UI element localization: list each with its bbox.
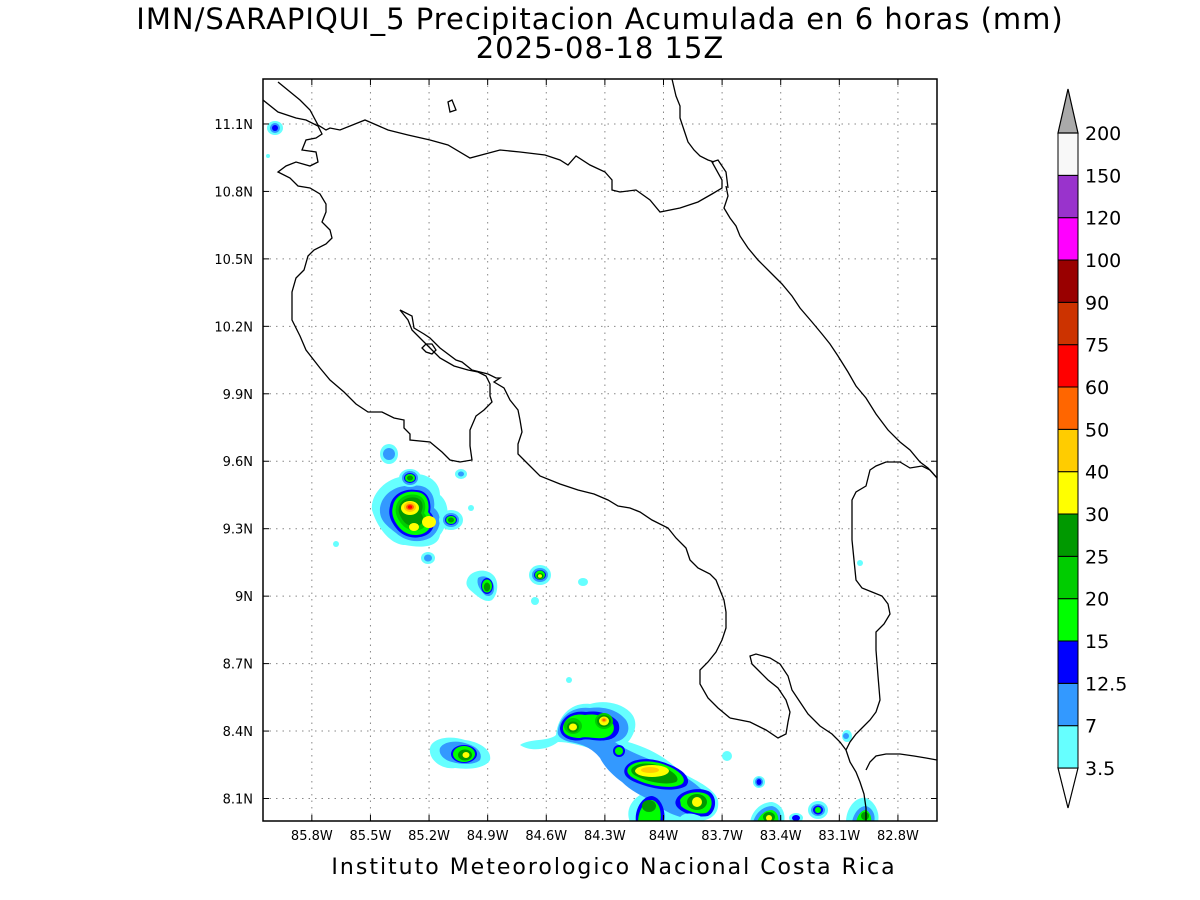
precip-cell-cluster-south [429,560,879,821]
y-tick-label: 8.7N [223,658,253,673]
nicaragua-border-line [277,81,729,213]
y-tick-label: 9.3N [223,523,253,538]
colorbar-swatch [1057,301,1079,346]
colorbar-label: 60 [1085,377,1109,399]
map-frame [262,78,938,822]
graticule-grid [263,79,937,821]
colorbar-label: 15 [1085,631,1109,653]
colorbar-swatch [1057,513,1079,557]
colorbar-label: 12.5 [1085,673,1127,695]
colorbar-lower-arrow [1057,767,1079,809]
colorbar-label: 100 [1085,250,1121,272]
x-tick-label: 84W [649,829,679,844]
colorbar-label: 40 [1085,462,1109,484]
y-tick-label: 8.1N [223,793,253,808]
credit-footer: Instituto Meteorologico Nacional Costa R… [331,855,897,880]
x-tick-label: 83.1W [818,829,860,844]
map-subtitle-date: 2025-08-18 15Z [475,31,725,65]
colorbar-upper-arrow [1057,88,1079,134]
colorbar-label: 200 [1085,123,1121,145]
pacific-coast-north [263,99,493,463]
colorbar-label: 75 [1085,335,1109,357]
y-tick-label: 8.4N [223,725,253,740]
colorbar-label: 3.5 [1085,758,1115,780]
y-tick-label: 10.5N [214,253,253,268]
x-tick-label: 84.9W [467,829,509,844]
gulf-of-nicoya-coast [399,309,731,719]
colorbar-label: 25 [1085,546,1109,568]
precip-cell-cluster-nicoya [333,444,474,564]
colorbar-swatch [1057,132,1079,176]
colorbar-label: 90 [1085,292,1109,314]
lake-island-outline [447,99,457,113]
colorbar-label: 7 [1085,716,1097,738]
precip-cell-northwest [266,121,283,158]
x-tick-label: 85.2W [408,829,450,844]
colorbar-label: 120 [1085,208,1121,230]
y-tick-label: 10.2N [214,320,253,335]
colorbar-swatch [1057,640,1079,684]
panama-border-line [845,461,937,821]
precipitation-field [266,121,879,821]
colorbar-swatch [1057,555,1079,600]
colorbar-swatch [1057,344,1079,388]
colorbar-label: 150 [1085,165,1121,187]
x-tick-label: 83.4W [760,829,802,844]
x-tick-label: 82.8W [877,829,919,844]
precip-cell-cluster-central [466,565,588,605]
colorbar-swatch [1057,725,1079,769]
osa-peninsula-coast [729,653,847,751]
axis-ticks: 85.8W 85.5W 85.2W 84.9W 84.6W 84.3W 84W 83.7W 83… [214,79,937,844]
colorbar-swatch [1057,217,1079,261]
y-tick-label: 9N [235,590,253,605]
y-tick-label: 11.1N [214,118,253,133]
burica-coast [865,753,937,771]
colorbar-label: 30 [1085,504,1109,526]
coastline-borders [263,79,937,821]
y-tick-label: 9.6N [223,455,253,470]
colorbar-swatch [1057,598,1079,642]
colorbar-swatch [1057,682,1079,727]
nicoya-island-outline [421,343,437,355]
colorbar-swatch [1057,386,1079,430]
caribbean-coast-costa-rica [723,185,937,479]
colorbar-label: 50 [1085,419,1109,441]
colorbar-legend: 3.5 7 12.5 15 20 25 30 40 50 60 75 90 100 120 150 200 [1057,88,1127,809]
colorbar-swatch [1057,471,1079,515]
x-tick-label: 85.5W [350,829,392,844]
colorbar-swatch [1057,174,1079,219]
x-tick-label: 84.3W [584,829,626,844]
y-tick-label: 9.9N [223,388,253,403]
nicaragua-caribbean-coast [671,79,715,163]
y-tick-label: 10.8N [214,185,253,200]
colorbar-swatch [1057,259,1079,303]
colorbar-swatch [1057,428,1079,473]
colorbar-label: 20 [1085,589,1109,611]
map-background [263,79,937,821]
x-tick-label: 85.8W [291,829,333,844]
x-tick-label: 84.6W [525,829,567,844]
map-title: IMN/SARAPIQUI_5 Precipitacion Acumulada … [136,2,1064,36]
x-tick-label: 83.7W [701,829,743,844]
